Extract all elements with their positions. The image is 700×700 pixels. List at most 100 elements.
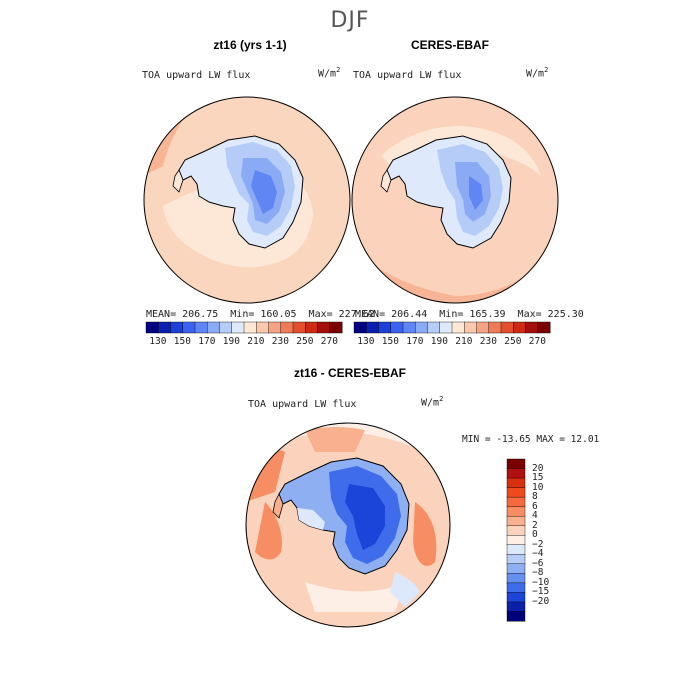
diff-colorbar-cell xyxy=(506,544,526,555)
panel-1-colorbar-cell xyxy=(194,321,208,334)
panel-2-colorbar-tick: 270 xyxy=(528,336,546,347)
panel-2-colorbar-cell xyxy=(451,321,465,334)
diff-colorbar-cell xyxy=(506,496,526,508)
panel-1-colorbar-cell xyxy=(268,321,282,334)
panel-1-min: Min= 160.05 xyxy=(230,309,297,320)
diff-colorbar-tick: −20 xyxy=(532,595,550,607)
panel-2-colorbar-cell xyxy=(500,321,514,334)
panel-2-colorbar-cell xyxy=(439,321,453,334)
panel-2-colorbar-cell xyxy=(464,321,478,334)
diff-colorbar-tick: 20 xyxy=(532,462,544,474)
panel-2-colorbar-cell xyxy=(402,321,416,334)
diff-colorbar-cell xyxy=(506,554,526,565)
diff-colorbar-cell xyxy=(506,573,526,584)
panel-2-colorbar-cell xyxy=(415,321,429,334)
diff-colorbar-tick: −2 xyxy=(532,538,544,550)
panel-1-colorbar-cell xyxy=(219,321,233,334)
diff-colorbar-cell xyxy=(506,535,526,546)
panel-1-colorbar-ticks: 130 150 170 190 210 230 250 270 xyxy=(146,336,346,348)
diff-panel-minmax: MIN = -13.65 MAX = 12.01 xyxy=(462,434,600,445)
diff-colorbar-cell xyxy=(506,515,526,527)
panel-1-colorbar-tick: 270 xyxy=(320,336,338,347)
panel-1-colorbar-cell xyxy=(182,321,196,334)
diff-colorbar-tick: −4 xyxy=(532,548,544,560)
panel-2-title: CERES-EBAF xyxy=(410,38,489,52)
panel-2-colorbar-tick: 190 xyxy=(430,336,448,347)
panel-2-colorbar-cell xyxy=(525,321,539,334)
panel-2-mean: MEAN= 206.44 xyxy=(355,309,428,320)
panel-2-colorbar-cell xyxy=(378,321,392,334)
panel-2-colorbar-cell xyxy=(513,321,527,334)
panel-2-min: Min= 165.39 xyxy=(439,309,506,320)
diff-colorbar-cell xyxy=(506,477,526,489)
diff-colorbar-tick: 10 xyxy=(532,481,544,493)
diff-colorbar-tick: −10 xyxy=(532,576,550,588)
panel-2-colorbar-ticks: 130 150 170 190 210 230 250 270 xyxy=(354,336,554,348)
panel-2-colorbar-cell xyxy=(353,321,367,334)
panel-1-colorbar-cell xyxy=(231,321,245,334)
panel-1-colorbar-tick: 150 xyxy=(173,336,191,347)
diff-colorbar-tick: −6 xyxy=(532,557,544,569)
diff-colorbar-tick: −8 xyxy=(532,567,544,579)
diff-map xyxy=(245,422,451,628)
diff-colorbar-cell xyxy=(506,563,526,574)
panel-1-units: W/m2 xyxy=(318,66,341,80)
panel-2-colorbar-tick: 230 xyxy=(479,336,497,347)
panel-1-colorbar-cell xyxy=(317,321,331,334)
panel-2-colorbar-cell xyxy=(488,321,502,334)
panel-1-colorbar-tick: 250 xyxy=(296,336,314,347)
panel-1-colorbar-cell xyxy=(256,321,270,334)
panel-1-colorbar-tick: 210 xyxy=(247,336,265,347)
panel-2-colorbar-cell xyxy=(366,321,380,334)
diff-colorbar-cell xyxy=(506,487,526,498)
diff-colorbar-tick: 4 xyxy=(532,510,538,522)
panel-2-colorbar-cell xyxy=(427,321,441,334)
season-title: DJF xyxy=(330,8,370,33)
panel-1-colorbar-tick: 170 xyxy=(198,336,216,347)
panel-2-colorbar-tick: 150 xyxy=(381,336,399,347)
panel-1-stats: MEAN= 206.75 Min= 160.05 Max= 227.62 xyxy=(146,309,375,320)
panel-2-colorbar-cell xyxy=(390,321,404,334)
diff-colorbar-tick: 0 xyxy=(532,529,538,541)
diff-colorbar-tick: −15 xyxy=(532,586,550,598)
panel-1-colorbar-tick: 130 xyxy=(149,336,167,347)
diff-colorbar-cell xyxy=(506,468,526,479)
diff-colorbar-cell xyxy=(506,582,526,593)
panel-2-map xyxy=(351,96,559,304)
diff-colorbar-cell xyxy=(506,506,526,517)
panel-1-max: Max= 227.62 xyxy=(308,309,375,320)
diff-colorbar-tick: 15 xyxy=(532,472,544,484)
diff-panel-field-label: TOA upward LW flux xyxy=(248,399,357,410)
panel-1-colorbar-cell xyxy=(170,321,184,334)
panel-1-colorbar-cell xyxy=(329,321,343,334)
panel-1-mean: MEAN= 206.75 xyxy=(146,309,219,320)
diff-colorbar-cell xyxy=(506,592,526,603)
panel-2-colorbar xyxy=(353,321,551,334)
panel-2-colorbar-cell xyxy=(476,321,490,334)
diff-colorbar-cell xyxy=(506,601,526,612)
diff-colorbar-tick: 2 xyxy=(532,519,538,531)
panel-2-stats: MEAN= 206.44 Min= 165.39 Max= 225.30 xyxy=(355,309,584,320)
panel-1-colorbar-cell xyxy=(280,321,294,334)
panel-2-units: W/m2 xyxy=(526,66,549,80)
panel-1-colorbar xyxy=(145,321,343,334)
panel-2-colorbar-tick: 130 xyxy=(357,336,375,347)
diff-colorbar-ticks: 20 15 10 8 6 4 2 0 −2 −4 −6 −8 −10 −15 −20 xyxy=(532,459,572,621)
panel-1-title: zt16 (yrs 1-1) xyxy=(213,38,287,52)
panel-1-colorbar-cell xyxy=(292,321,306,334)
panel-2-colorbar-tick: 170 xyxy=(406,336,424,347)
diff-colorbar-cell xyxy=(506,525,526,536)
diff-panel-title: zt16 - CERES-EBAF xyxy=(293,366,406,380)
panel-1-colorbar-cell xyxy=(158,321,172,334)
panel-1-colorbar-cell xyxy=(243,321,257,334)
panel-1-colorbar-tick: 190 xyxy=(222,336,240,347)
diff-panel-units: W/m2 xyxy=(421,395,444,409)
diff-colorbar-cell xyxy=(506,611,526,622)
panel-2-field-label: TOA upward LW flux xyxy=(353,70,462,81)
panel-1-colorbar-cell xyxy=(145,321,159,334)
panel-1-colorbar-cell xyxy=(305,321,319,334)
diff-colorbar xyxy=(506,458,526,622)
panel-2-colorbar-cell xyxy=(537,321,551,334)
panel-1-colorbar-cell xyxy=(207,321,221,334)
panel-2-colorbar-tick: 250 xyxy=(504,336,522,347)
